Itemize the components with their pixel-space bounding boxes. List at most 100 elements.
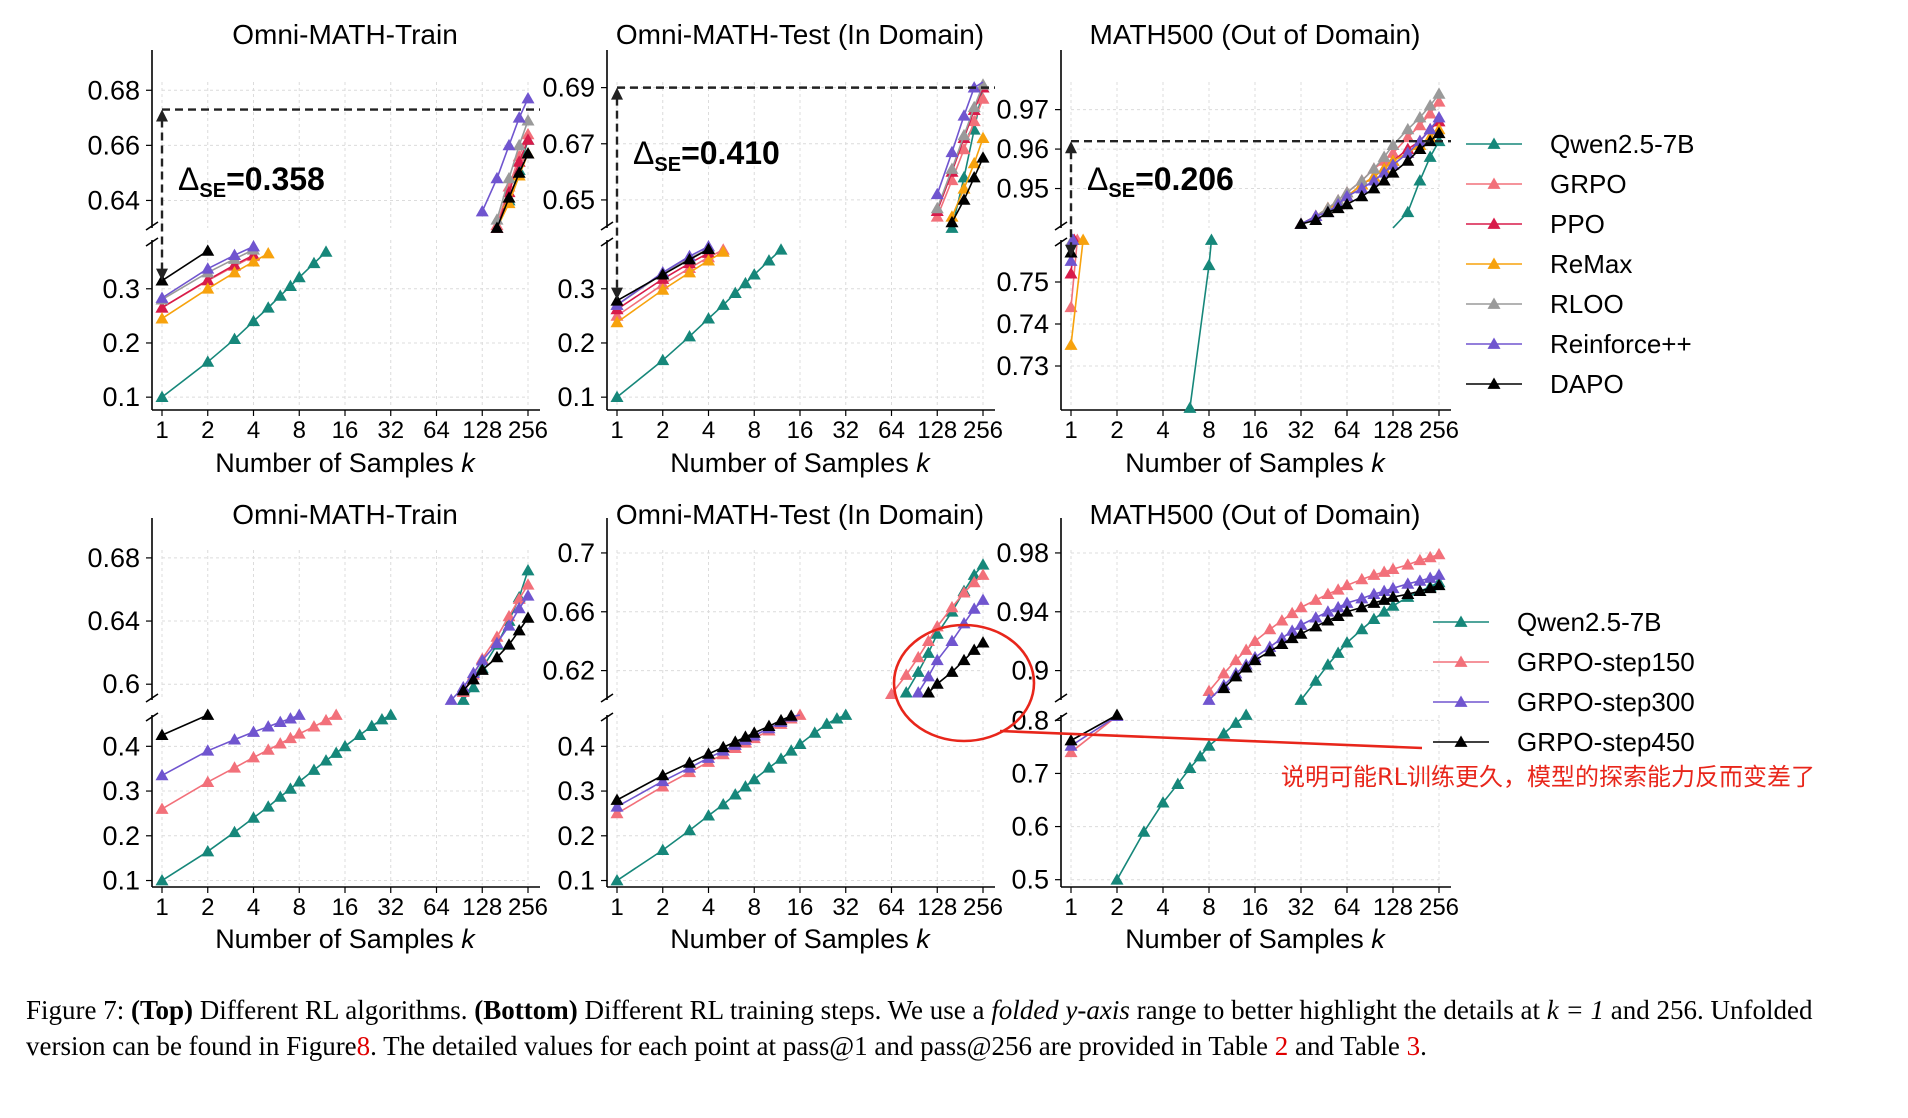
data-point — [738, 276, 752, 289]
table2-ref-link[interactable]: 2 — [1274, 1031, 1289, 1061]
caption-rest1: range to better highlight the details at — [1136, 995, 1541, 1025]
data-point — [1229, 716, 1243, 728]
data-point — [1401, 130, 1415, 143]
data-point — [1066, 233, 1080, 245]
legend-label: Reinforce++ — [1550, 329, 1692, 359]
data-point — [1355, 572, 1369, 585]
series-line — [161, 714, 209, 736]
data-point — [716, 298, 730, 310]
y-tick-label: 0.2 — [102, 328, 140, 358]
data-point — [319, 754, 333, 766]
data-point — [521, 147, 535, 159]
data-point — [820, 717, 834, 729]
data-point — [1377, 605, 1391, 617]
data-point — [1386, 581, 1400, 594]
data-point — [1386, 158, 1400, 170]
y-tick-label: 0.9 — [1011, 656, 1049, 686]
x-tick-label: 1 — [155, 417, 168, 444]
series-line — [161, 250, 209, 282]
data-point — [610, 309, 624, 321]
y-tick-label: 0.2 — [557, 328, 595, 358]
data-point — [329, 708, 343, 720]
data-point — [283, 279, 297, 291]
data-point — [456, 684, 470, 696]
legend-marker — [1487, 177, 1501, 189]
data-point — [716, 740, 730, 753]
x-tick-label: 64 — [878, 894, 905, 921]
chart-panel: 0.95 0.96 0.97 0.73 0.74 0.75 1 2 4 8 16 32 64 128 256… — [996, 19, 1459, 478]
data-point — [747, 726, 761, 738]
caption-label: Figure 7: — [26, 995, 125, 1025]
data-point — [201, 273, 215, 285]
data-point — [1137, 825, 1151, 837]
data-point — [610, 793, 624, 805]
data-point — [228, 332, 242, 345]
data-point — [456, 693, 470, 705]
caption-folded-italic: folded y-axis — [991, 995, 1130, 1025]
data-point — [728, 788, 742, 800]
x-tick-label: 4 — [702, 894, 715, 921]
x-tick-label: 256 — [508, 417, 548, 444]
data-point — [921, 686, 935, 698]
data-point — [1248, 634, 1262, 647]
data-point — [319, 245, 333, 257]
caption-rest2: and 256. Unfolded version can be found i… — [26, 995, 1813, 1061]
data-point — [283, 712, 297, 724]
data-point — [261, 301, 275, 313]
x-tick-label: 2 — [201, 894, 214, 921]
x-tick-label: 16 — [787, 894, 814, 921]
data-point — [502, 138, 516, 151]
data-point — [656, 283, 670, 295]
y-tick-label: 0.68 — [87, 75, 140, 105]
data-point — [261, 800, 275, 812]
data-point — [774, 243, 788, 255]
data-point — [292, 727, 306, 739]
legend-label: GRPO-step300 — [1517, 687, 1695, 717]
x-tick-label: 16 — [1242, 417, 1269, 444]
annotation-pointer-line — [999, 729, 1423, 750]
data-point — [921, 646, 935, 658]
data-point — [1413, 574, 1427, 586]
data-point — [1285, 631, 1299, 644]
data-point — [967, 602, 981, 614]
axis-break-mark — [145, 221, 159, 231]
legend-label: Qwen2.5-7B — [1550, 129, 1695, 159]
data-point — [1367, 596, 1381, 608]
data-point — [976, 92, 990, 104]
data-point — [490, 650, 504, 663]
data-point — [155, 768, 169, 781]
data-point — [830, 712, 844, 724]
data-point — [307, 720, 321, 732]
data-point — [747, 772, 761, 785]
data-point — [201, 708, 215, 720]
data-point — [1413, 111, 1427, 123]
data-point — [728, 286, 742, 298]
data-point — [1340, 189, 1354, 202]
data-point — [1432, 568, 1446, 580]
data-point — [1340, 636, 1354, 648]
data-point — [1183, 761, 1197, 773]
data-point — [1401, 146, 1415, 158]
caption-top-text: Different RL algorithms. — [199, 995, 468, 1025]
x-tick-label: 2 — [656, 894, 669, 921]
data-point — [1321, 605, 1335, 617]
data-point — [945, 634, 959, 647]
chart-panel: 0.6 0.64 0.68 0.1 0.2 0.3 0.4 1 2 4 8 16 32 64 128 256 O… — [87, 499, 548, 954]
data-point — [155, 390, 169, 403]
figure-ref-link[interactable]: 8 — [356, 1031, 371, 1061]
series-grpo-step300 — [155, 589, 535, 781]
axis-break-mark — [145, 237, 159, 247]
axis-break-mark — [1054, 221, 1068, 231]
legend-label: GRPO — [1550, 169, 1627, 199]
data-point — [1355, 622, 1369, 635]
data-point — [784, 709, 798, 721]
y-tick-label: 0.65 — [542, 185, 595, 215]
series-grpo-step450 — [155, 611, 535, 741]
data-point — [512, 138, 526, 151]
data-point — [502, 609, 516, 622]
chart-panel: 0.65 0.67 0.69 0.1 0.2 0.3 1 2 4 8 16 32 64 128 256 Omn… — [542, 19, 1003, 478]
data-point — [490, 171, 504, 184]
data-point — [976, 568, 990, 580]
data-point — [1377, 593, 1391, 605]
table3-ref-link[interactable]: 3 — [1406, 1031, 1421, 1061]
